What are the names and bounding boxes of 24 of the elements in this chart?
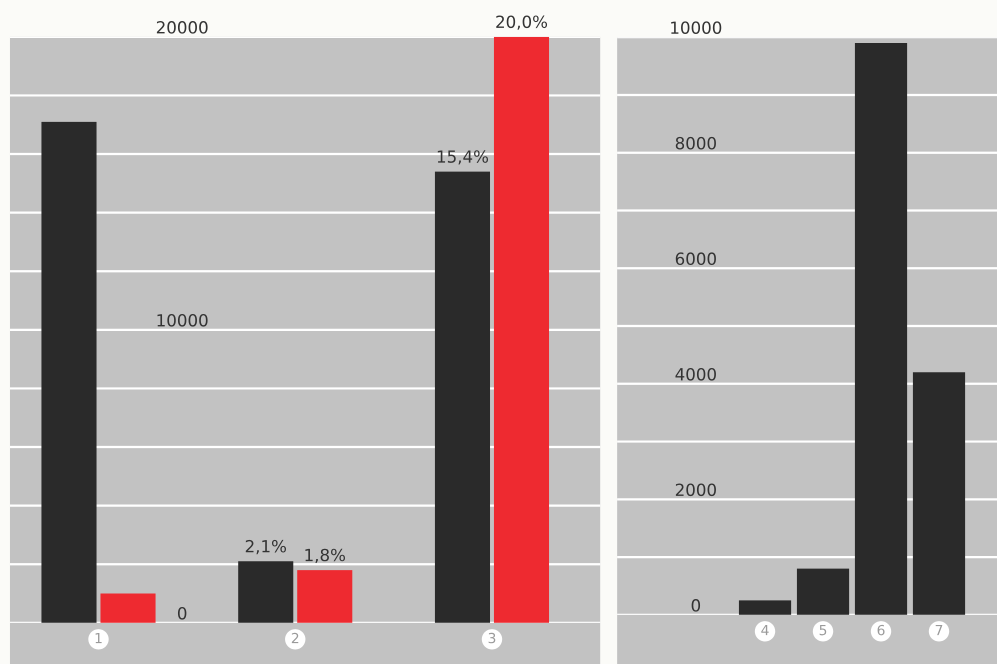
data-label: 15,4% — [438, 150, 488, 165]
y-tick-label: 20000 — [156, 21, 208, 34]
bar — [238, 561, 294, 623]
x-tick-label: 1 — [96, 632, 102, 644]
x-tick-label: 4 — [761, 625, 769, 636]
y-tick-label: 2000 — [676, 483, 716, 496]
data-label: 1,8% — [305, 548, 346, 564]
data-label: 20,0% — [496, 15, 548, 30]
x-tick-label: 6 — [878, 624, 885, 636]
x-tick-label: 3 — [488, 632, 496, 644]
y-tick-label: 8000 — [676, 136, 716, 150]
y-tick-label: 6000 — [676, 252, 716, 266]
x-tick-label: 2 — [292, 632, 298, 644]
x-tick-label: 7 — [936, 625, 942, 636]
y-tick-label: 0 — [692, 599, 700, 612]
y-tick-label: 0 — [178, 606, 186, 620]
x-tick-label: 5 — [820, 625, 826, 636]
data-label: 2,1% — [246, 540, 286, 554]
bar — [434, 172, 490, 623]
y-tick-label: 10000 — [157, 314, 208, 327]
y-tick-label: 10000 — [671, 21, 722, 34]
bar — [494, 36, 550, 623]
y-tick-label: 4000 — [675, 368, 716, 381]
bar — [297, 570, 352, 623]
